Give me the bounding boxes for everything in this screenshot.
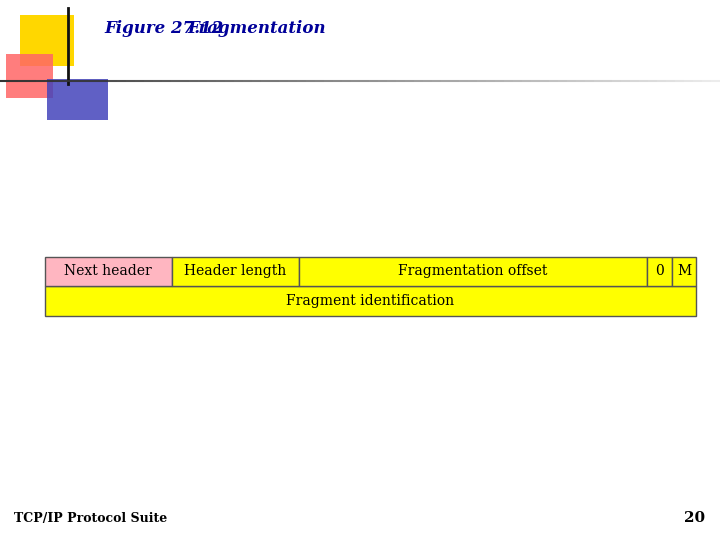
- Bar: [20, 15, 74, 66]
- Text: M: M: [677, 265, 691, 278]
- Bar: [45, 286, 696, 316]
- Bar: [672, 256, 696, 286]
- Text: Fragment identification: Fragment identification: [287, 294, 454, 308]
- Bar: [171, 256, 299, 286]
- Text: Next header: Next header: [64, 265, 152, 278]
- Text: 0: 0: [655, 265, 664, 278]
- Text: Header length: Header length: [184, 265, 287, 278]
- Bar: [47, 79, 108, 120]
- Text: 20: 20: [685, 511, 706, 525]
- Bar: [45, 256, 171, 286]
- Bar: [299, 256, 647, 286]
- Text: TCP/IP Protocol Suite: TCP/IP Protocol Suite: [14, 512, 168, 525]
- Text: Figure 27.12: Figure 27.12: [104, 19, 224, 37]
- Text: Fragmentation: Fragmentation: [187, 19, 326, 37]
- Bar: [647, 256, 672, 286]
- Bar: [6, 54, 53, 98]
- Text: Fragmentation offset: Fragmentation offset: [398, 265, 548, 278]
